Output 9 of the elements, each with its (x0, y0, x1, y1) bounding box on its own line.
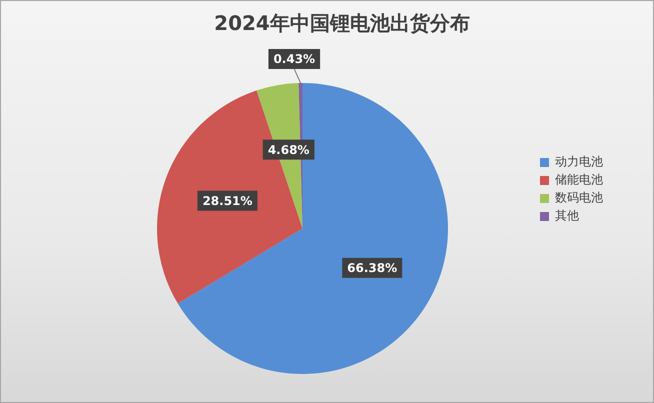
legend-label: 数码电池 (555, 190, 603, 205)
legend-label: 其他 (555, 208, 579, 223)
chart-title: 2024年中国锂电池出货分布 (214, 11, 470, 36)
data-label: 4.68% (268, 142, 310, 157)
data-label: 28.51% (202, 194, 252, 208)
legend-label: 动力电池 (555, 154, 603, 169)
data-label: 66.38% (347, 261, 398, 276)
data-label: 0.43% (273, 52, 316, 66)
legend-label: 储能电池 (555, 172, 603, 187)
